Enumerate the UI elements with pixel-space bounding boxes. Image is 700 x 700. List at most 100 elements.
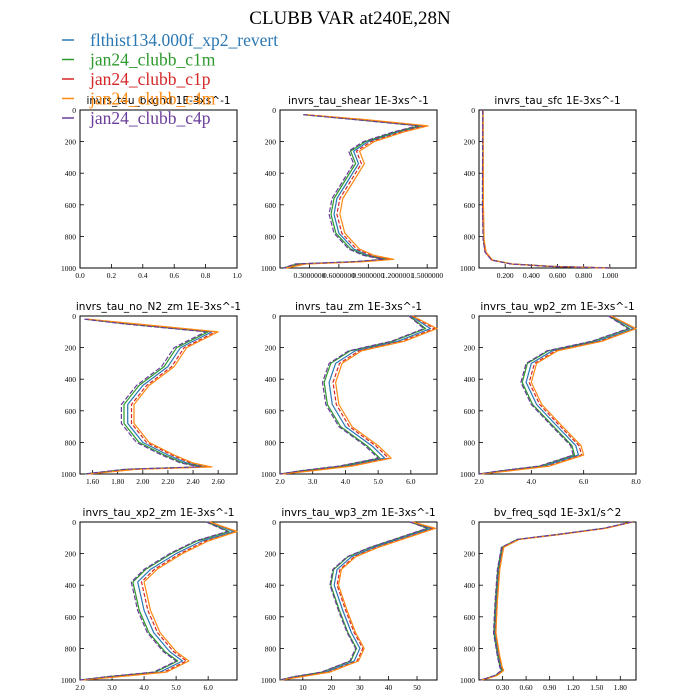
x-tick-label: 2.60 [212, 477, 225, 486]
plot-frame [79, 521, 238, 681]
y-tick-label: 1000 [460, 676, 475, 685]
x-tick-label: 1.20 [567, 683, 580, 692]
panel-invrs-tau-bkgnd: invrs_tau_bkgnd 1E-3xs^-1 0 200 400 600 800 10… [61, 95, 242, 280]
y-tick-label: 800 [464, 232, 476, 241]
x-tick-label: 5.0 [171, 683, 181, 692]
panel-title: invrs_tau_zm 1E-3xs^-1 [295, 301, 422, 313]
x-tick-label: 1.80 [614, 683, 627, 692]
legend-label: jan24_clubb_c1p [89, 69, 211, 89]
x-tick-label: 30 [356, 683, 364, 692]
y-tick-label: 400 [265, 169, 277, 178]
y-tick-label: 800 [65, 644, 77, 653]
x-tick-label: 0.90 [543, 683, 556, 692]
series-line-jan24_clubb_c1m [279, 315, 427, 475]
series-line-jan24_clubb_c4m [281, 315, 438, 475]
panel-invrs-tau-no-N2-zm: invrs_tau_no_N2_zm 1E-3xs^-10 200 400 600 80… [61, 301, 241, 486]
panel-bv-freq-sqd: bv_freq_sqd 1E-3x1/s^2 0 200 400 600 800 1000 0… [460, 507, 637, 692]
y-tick-label: 400 [464, 169, 476, 178]
series-line-jan24_clubb_c1p [479, 315, 637, 475]
series-line-flthist134.000f_xp2_revert [482, 110, 610, 269]
x-tick-label: 6.0 [406, 477, 416, 486]
y-tick-label: 1000 [61, 676, 76, 685]
y-tick-label: 400 [464, 375, 476, 384]
x-tick-label: 0.4 [138, 271, 148, 280]
y-tick-label: 200 [65, 344, 77, 353]
y-tick-label: 600 [464, 613, 476, 622]
series-line-flthist134.000f_xp2_revert [86, 318, 213, 475]
y-tick-label: 800 [265, 232, 277, 241]
y-tick-label: 800 [265, 438, 277, 447]
series-line-jan24_clubb_c4p [478, 315, 629, 475]
series-line-jan24_clubb_c1p [482, 109, 610, 269]
panel-invrs-tau-wp3-zm: invrs_tau_wp3_zm 1E-3xs^-1 0 200 400 600 800 1… [261, 507, 438, 692]
x-tick-label: 0.200 [497, 271, 514, 280]
y-tick-label: 200 [65, 550, 77, 559]
y-tick-label: 600 [265, 201, 277, 210]
x-tick-label: 0.6 [170, 271, 180, 280]
y-tick-label: 800 [464, 438, 476, 447]
x-tick-label: 6.0 [203, 683, 213, 692]
y-tick-label: 1000 [460, 264, 475, 273]
series-line-jan24_clubb_c4m [286, 114, 429, 269]
y-tick-label: 200 [265, 344, 277, 353]
x-tick-label: 2.0 [474, 477, 484, 486]
panel-title: invrs_tau_wp3_zm 1E-3xs^-1 [281, 507, 435, 519]
x-tick-label: 0.30 [496, 683, 509, 692]
plot-frame [478, 315, 637, 475]
y-tick-label: 600 [464, 407, 476, 416]
x-tick-label: 2.40 [186, 477, 199, 486]
y-tick-label: 0 [72, 518, 76, 527]
x-tick-label: 40 [385, 683, 393, 692]
y-tick-label: 400 [464, 581, 476, 590]
x-tick-label: 0.2 [107, 271, 117, 280]
panel-title: invrs_tau_shear 1E-3xs^-1 [288, 95, 429, 107]
x-tick-label: 10 [299, 683, 307, 692]
x-tick-label: 2.0 [75, 683, 85, 692]
y-tick-label: 200 [265, 550, 277, 559]
x-tick-label: 1.0 [232, 271, 242, 280]
panel-invrs-tau-wp2-zm: invrs_tau_wp2_zm 1E-3xs^-1 0 200 400 600 800 1… [460, 301, 641, 486]
series-line-jan24_clubb_c1m [279, 521, 429, 681]
x-tick-label: 8.0 [631, 477, 641, 486]
y-tick-label: 1000 [61, 264, 76, 273]
y-tick-label: 800 [265, 644, 277, 653]
legend: flthist134.000f_xp2_revertjan24_clubb_c1… [62, 30, 278, 128]
series-line-jan24_clubb_c4m [81, 521, 238, 681]
x-tick-label: 1.60 [86, 477, 99, 486]
y-tick-label: 1000 [261, 676, 276, 685]
x-tick-label: 0.60 [520, 683, 533, 692]
series-line-jan24_clubb_c1p [280, 521, 435, 681]
y-tick-label: 0 [272, 106, 276, 115]
panels-group: invrs_tau_bkgnd 1E-3xs^-1020040060080010… [61, 95, 641, 692]
y-tick-label: 600 [65, 201, 77, 210]
x-tick-label: 2.00 [136, 477, 149, 486]
series-line-jan24_clubb_c4p [279, 315, 425, 475]
series-line-flthist134.000f_xp2_revert [79, 521, 235, 681]
x-tick-label: 5.0 [373, 477, 383, 486]
y-tick-label: 200 [464, 550, 476, 559]
x-tick-label: 3.0 [107, 683, 117, 692]
x-tick-label: 0.9000000 [352, 271, 384, 280]
x-tick-label: 0.0 [75, 271, 85, 280]
panel-invrs-tau-xp2-zm: invrs_tau_xp2_zm 1E-3xs^-1 0 200 400 600 800 1… [61, 507, 238, 692]
series-line-jan24_clubb_c4p [279, 521, 428, 681]
x-tick-label: 1.80 [111, 477, 124, 486]
x-tick-label: 0.3000000 [294, 271, 326, 280]
y-tick-label: 400 [265, 581, 277, 590]
y-tick-label: 200 [65, 138, 77, 147]
x-tick-label: 4.0 [139, 683, 149, 692]
x-tick-label: 0.800 [575, 271, 592, 280]
x-tick-label: 4.0 [341, 477, 351, 486]
plot-frame [79, 109, 238, 269]
y-tick-label: 600 [464, 201, 476, 210]
y-tick-label: 1000 [61, 470, 76, 479]
series-line-jan24_clubb_c4m [88, 318, 219, 475]
panel-title: bv_freq_sqd 1E-3x1/s^2 [494, 507, 622, 519]
panel-invrs-tau-shear: invrs_tau_shear 1E-3xs^-1 0 200 400 600 800 10… [261, 95, 443, 280]
y-tick-label: 600 [65, 407, 77, 416]
panel-title: invrs_tau_wp2_zm 1E-3xs^-1 [480, 301, 634, 313]
y-tick-label: 200 [464, 344, 476, 353]
series-line-jan24_clubb_c4m [480, 315, 637, 475]
y-tick-label: 600 [65, 613, 77, 622]
